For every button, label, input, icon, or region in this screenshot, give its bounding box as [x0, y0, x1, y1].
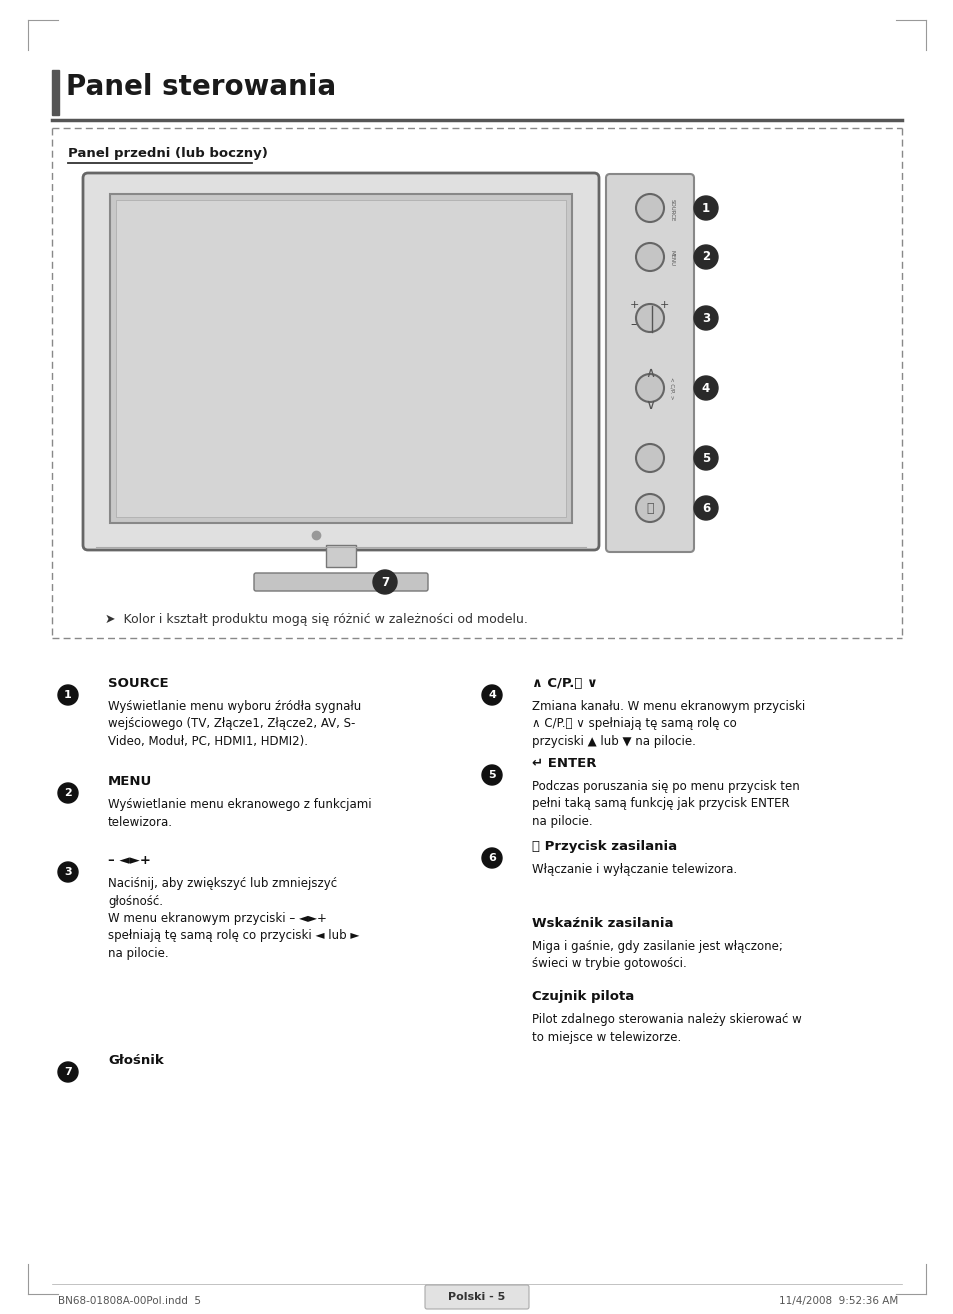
Text: Wyświetlanie menu wyboru źródła sygnału
wejściowego (TV, Złącze1, Złącze2, AV, S: Wyświetlanie menu wyboru źródła sygnału …	[108, 700, 361, 748]
FancyBboxPatch shape	[253, 573, 428, 591]
Text: 1: 1	[64, 690, 71, 700]
Bar	[116, 200, 565, 516]
Circle shape	[481, 848, 501, 869]
Text: 5: 5	[701, 452, 709, 465]
Text: 6: 6	[701, 502, 709, 515]
Text: SOURCE: SOURCE	[669, 198, 674, 221]
Text: 7: 7	[380, 576, 389, 589]
Text: 1: 1	[701, 201, 709, 214]
Bar	[52, 70, 59, 116]
Text: SOURCE: SOURCE	[108, 677, 169, 690]
Text: < C/P. >: < C/P. >	[669, 377, 674, 399]
Circle shape	[373, 570, 396, 594]
Text: BN68-01808A-00Pol.indd  5: BN68-01808A-00Pol.indd 5	[58, 1296, 201, 1306]
Text: Podczas poruszania się po menu przycisk ten
pełni taką samą funkcję jak przycisk: Podczas poruszania się po menu przycisk …	[532, 781, 799, 828]
Text: 2: 2	[64, 788, 71, 798]
Text: Polski - 5: Polski - 5	[448, 1292, 505, 1302]
Text: –: –	[630, 318, 637, 331]
Circle shape	[58, 783, 78, 803]
Text: ➤  Kolor i kształt produktu mogą się różnić w zależności od modelu.: ➤ Kolor i kształt produktu mogą się różn…	[105, 614, 527, 625]
Circle shape	[636, 304, 663, 332]
Text: Włączanie i wyłączanie telewizora.: Włączanie i wyłączanie telewizora.	[532, 863, 737, 876]
Circle shape	[58, 685, 78, 706]
Circle shape	[636, 374, 663, 402]
Text: Wyświetlanie menu ekranowego z funkcjami
telewizora.: Wyświetlanie menu ekranowego z funkcjami…	[108, 798, 372, 829]
Text: 3: 3	[64, 867, 71, 876]
Circle shape	[693, 196, 718, 219]
Text: ↵ ENTER: ↵ ENTER	[532, 757, 596, 770]
Text: – ◄►+: – ◄►+	[108, 854, 151, 867]
Text: 5: 5	[488, 770, 496, 781]
Text: ∧: ∧	[644, 367, 655, 380]
Circle shape	[481, 685, 501, 706]
Text: 3: 3	[701, 311, 709, 325]
Circle shape	[58, 862, 78, 882]
Circle shape	[693, 244, 718, 269]
Circle shape	[636, 494, 663, 522]
Circle shape	[636, 243, 663, 271]
Circle shape	[481, 765, 501, 784]
Text: Zmiana kanału. W menu ekranowym przyciski
∧ C/P.⏻ ∨ spełniają tę samą rolę co
pr: Zmiana kanału. W menu ekranowym przycisk…	[532, 700, 804, 748]
FancyBboxPatch shape	[605, 173, 693, 552]
Text: Pilot zdalnego sterowania należy skierować w
to miejsce w telewizorze.: Pilot zdalnego sterowania należy skierow…	[532, 1013, 801, 1043]
Text: 2: 2	[701, 251, 709, 264]
Text: ⏻: ⏻	[645, 502, 653, 515]
Text: ⏻ Przycisk zasilania: ⏻ Przycisk zasilania	[532, 840, 677, 853]
Text: Miga i gaśnie, gdy zasilanie jest włączone;
świeci w trybie gotowości.: Miga i gaśnie, gdy zasilanie jest włączo…	[532, 940, 782, 971]
Text: Panel przedni (lub boczny): Panel przedni (lub boczny)	[68, 147, 268, 160]
Circle shape	[693, 495, 718, 520]
Text: Wskaźnik zasilania: Wskaźnik zasilania	[532, 917, 673, 930]
Circle shape	[693, 376, 718, 399]
Text: +: +	[629, 300, 638, 310]
Text: 6: 6	[488, 853, 496, 863]
Bar	[326, 545, 355, 568]
Text: ∧ C/P.⏻ ∨: ∧ C/P.⏻ ∨	[532, 677, 598, 690]
Text: +: +	[659, 300, 668, 310]
FancyBboxPatch shape	[83, 173, 598, 551]
Text: 11/4/2008  9:52:36 AM: 11/4/2008 9:52:36 AM	[778, 1296, 897, 1306]
Text: Panel sterowania: Panel sterowania	[66, 74, 335, 101]
Text: MENU: MENU	[669, 250, 674, 265]
Circle shape	[693, 445, 718, 470]
Circle shape	[636, 194, 663, 222]
Text: Głośnik: Głośnik	[108, 1054, 164, 1067]
Text: Naciśnij, aby zwiększyć lub zmniejszyć
głośność.
W menu ekranowym przyciski – ◄►: Naciśnij, aby zwiększyć lub zmniejszyć g…	[108, 876, 359, 961]
Text: 4: 4	[701, 381, 709, 394]
Circle shape	[693, 306, 718, 330]
Text: 7: 7	[64, 1067, 71, 1077]
Text: ∨: ∨	[644, 398, 655, 413]
Text: 4: 4	[488, 690, 496, 700]
Text: MENU: MENU	[108, 775, 152, 788]
FancyBboxPatch shape	[424, 1285, 529, 1309]
Text: Czujnik pilota: Czujnik pilota	[532, 989, 634, 1003]
Bar	[110, 194, 572, 523]
Circle shape	[58, 1062, 78, 1081]
Circle shape	[636, 444, 663, 472]
